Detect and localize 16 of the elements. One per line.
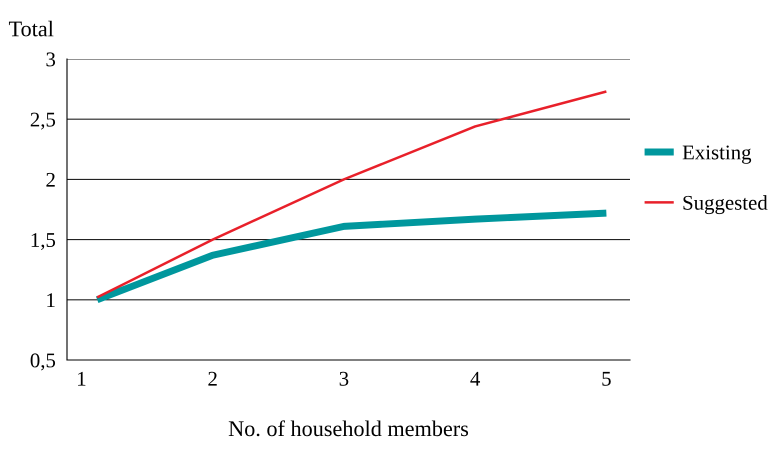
y-tick-label: 3 — [46, 52, 56, 66]
x-tick-label: 1 — [78, 372, 86, 386]
y-axis-title: Total — [8, 20, 54, 36]
legend-label: Existing — [682, 145, 752, 164]
x-axis-title: No. of household members — [228, 420, 468, 436]
line-series — [96, 90, 608, 299]
x-tick-label: 2 — [208, 372, 217, 386]
x-tick-label: 5 — [602, 372, 611, 386]
legend-label: Suggested — [683, 195, 768, 214]
y-tick-label: 2,5 — [30, 112, 56, 130]
x-tick-label: 3 — [340, 372, 348, 386]
y-tick-label: 1,5 — [32, 233, 56, 250]
y-tick-label: 1 — [47, 293, 55, 308]
y-tick-label: 0,5 — [30, 353, 56, 370]
x-tick-label: 4 — [470, 372, 480, 386]
y-tick-label: 2 — [46, 172, 55, 187]
